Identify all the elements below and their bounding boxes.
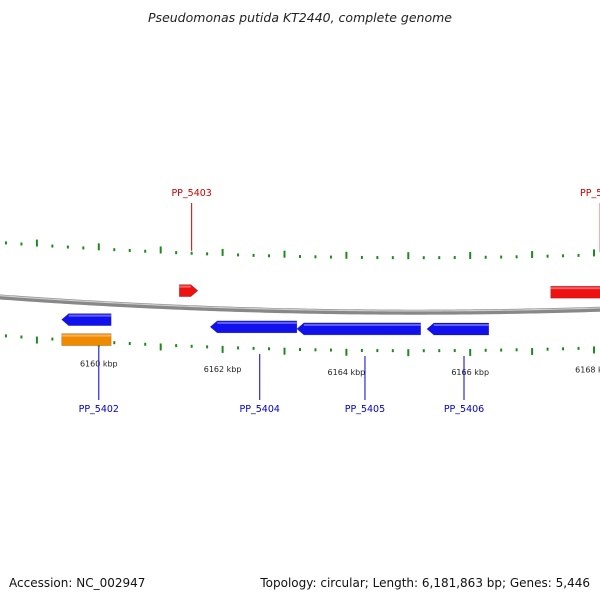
forward-gene: [550, 285, 600, 299]
coordinate-label: 6166 kbp: [451, 368, 489, 377]
reverse-gene-shine: [433, 324, 489, 327]
reverse-gene: [426, 322, 490, 336]
coordinate-label: 6168 kbp: [575, 365, 600, 374]
reverse-gene-label: PP_5402: [79, 404, 119, 415]
gene-track: [61, 284, 600, 346]
reverse-gene-label: PP_5404: [240, 404, 280, 415]
reverse-gene: [209, 320, 298, 334]
forward-gene-shine: [179, 285, 191, 288]
reverse-gene-label: PP_5405: [345, 404, 385, 415]
map-title: Pseudomonas putida KT2440, complete geno…: [148, 10, 452, 25]
reverse-gene: [296, 322, 421, 336]
forward-gene-label: PP_5407: [580, 188, 600, 199]
genome-summary-text: Topology: circular; Length: 6,181,863 bp…: [260, 576, 590, 590]
coordinate-label: 6162 kbp: [204, 365, 242, 374]
genome-backbone-highlight: [0, 295, 600, 312]
reverse-gene-shine: [217, 321, 297, 324]
forward-gene: [178, 284, 199, 297]
forward-gene-shine: [550, 287, 600, 290]
feature-block-shine: [61, 334, 112, 337]
genome-backbone: [0, 294, 600, 315]
forward-gene-label: PP_5403: [171, 188, 211, 199]
coordinate-label: 6164 kbp: [328, 368, 366, 377]
reverse-gene-label: PP_5406: [444, 404, 484, 415]
feature-block: [61, 333, 112, 346]
reverse-gene-shine: [68, 314, 112, 317]
reverse-gene-shine: [303, 323, 421, 326]
reverse-gene: [61, 313, 112, 326]
accession-text: Accession: NC_002947: [9, 576, 146, 590]
